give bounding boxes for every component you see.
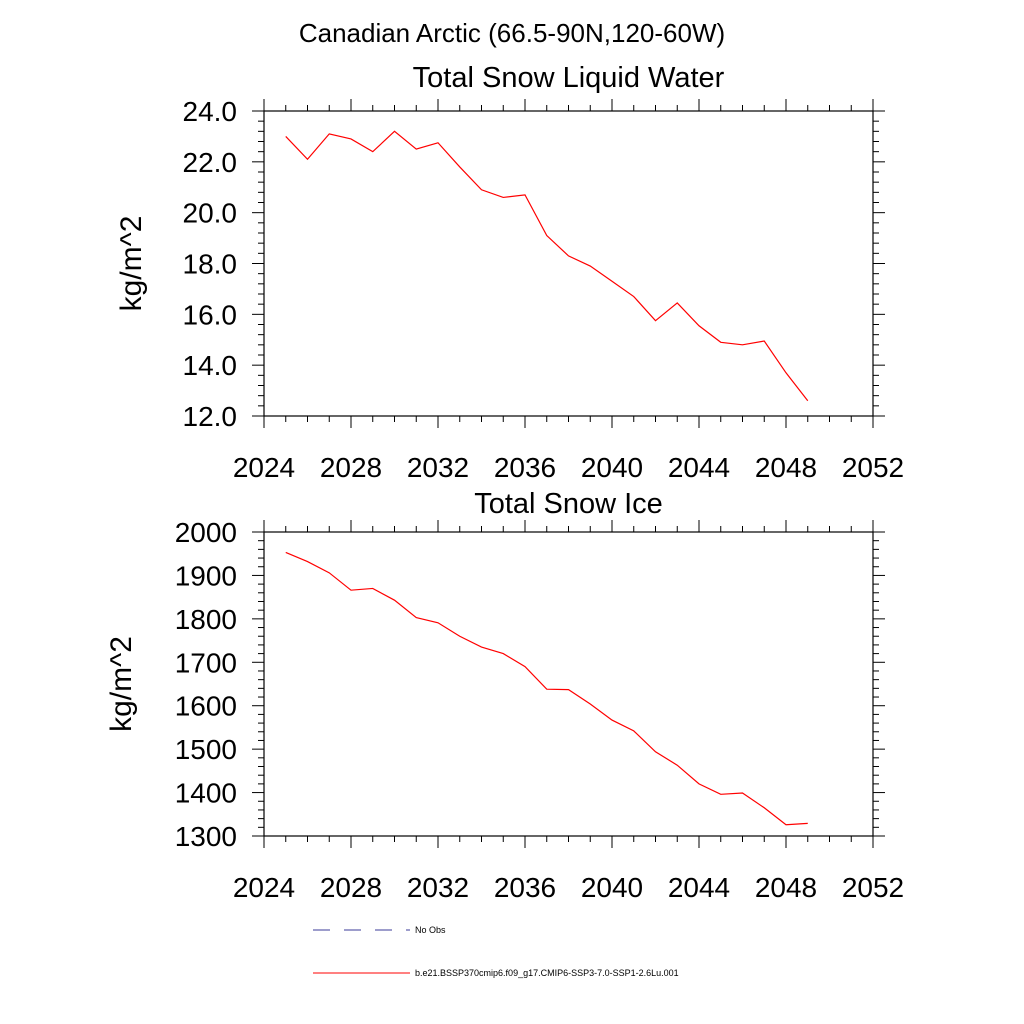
series-line-1 xyxy=(285,130,809,402)
x-tick-label: 2028 xyxy=(320,452,382,483)
y-tick-label: 18.0 xyxy=(183,249,238,280)
x-tick-label: 2040 xyxy=(581,872,643,903)
plot-frame xyxy=(263,110,874,417)
y-axis-label: kg/m^2 xyxy=(115,216,148,312)
y-tick-label: 16.0 xyxy=(183,299,238,330)
chart-panel-2: 2024 2028 2032 2036 2040 2044 2048 2052 1300 1400… xyxy=(105,488,904,903)
x-tick-label: 2024 xyxy=(233,872,295,903)
y-tick-label: 1700 xyxy=(175,647,237,678)
x-tick-label: 2036 xyxy=(494,452,556,483)
x-tick-label: 2040 xyxy=(581,452,643,483)
y-axis-label: kg/m^2 xyxy=(105,636,138,732)
series-line-1 xyxy=(285,551,808,826)
x-tick-label: 2052 xyxy=(842,452,904,483)
x-tick-label: 2048 xyxy=(755,872,817,903)
y-tick-label: 14.0 xyxy=(183,350,238,381)
x-tick-label: 2028 xyxy=(320,872,382,903)
y-tick-label: 1500 xyxy=(175,734,237,765)
x-tick-label: 2048 xyxy=(755,452,817,483)
x-tick-label: 2032 xyxy=(407,452,469,483)
legend: No Obs b.e21.BSSP370cmip6.f09_g17.CMIP6-S… xyxy=(313,925,679,978)
x-tick-label: 2044 xyxy=(668,872,730,903)
chart-panels: 2024 2028 2032 2036 2040 2044 2048 2052 12.0 14.0… xyxy=(105,62,904,903)
y-tick-label: 20.0 xyxy=(183,198,238,229)
x-tick-label: 2032 xyxy=(407,872,469,903)
x-tick-label: 2024 xyxy=(233,452,295,483)
y-tick-label: 1800 xyxy=(175,604,237,635)
legend-label-no-obs: No Obs xyxy=(415,925,446,935)
y-tick-label: 2000 xyxy=(175,517,237,548)
y-tick-label: 12.0 xyxy=(183,401,238,432)
y-tick-label: 1900 xyxy=(175,560,237,591)
x-tick-label: 2036 xyxy=(494,872,556,903)
figure-title: Canadian Arctic (66.5-90N,120-60W) xyxy=(299,18,725,48)
x-tick-label: 2052 xyxy=(842,872,904,903)
y-tick-label: 24.0 xyxy=(183,96,238,127)
y-tick-label: 1300 xyxy=(175,821,237,852)
y-tick-label: 1600 xyxy=(175,691,237,722)
chart-title: Total Snow Liquid Water xyxy=(413,62,725,94)
x-tick-label: 2044 xyxy=(668,452,730,483)
chart-panel-1: 2024 2028 2032 2036 2040 2044 2048 2052 12.0 14.0… xyxy=(115,62,904,483)
legend-label-run: b.e21.BSSP370cmip6.f09_g17.CMIP6-SSP3-7.… xyxy=(415,968,679,978)
y-tick-label: 22.0 xyxy=(183,147,238,178)
chart-title: Total Snow Ice xyxy=(474,488,663,520)
y-tick-label: 1400 xyxy=(175,778,237,809)
plot-frame xyxy=(263,531,874,837)
